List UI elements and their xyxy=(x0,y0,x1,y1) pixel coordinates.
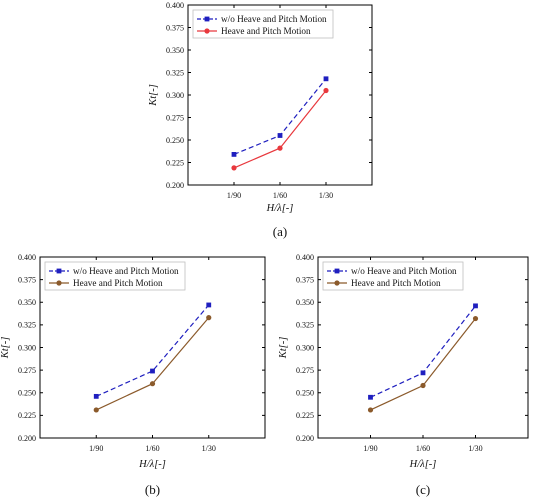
panel-c-series-2-point xyxy=(472,315,479,322)
panel-a-y-axis-label: Kt[-] xyxy=(148,84,159,107)
panel-c-y-tick-label: 0.400 xyxy=(296,253,314,262)
panel-b-legend-marker-1 xyxy=(56,268,62,274)
panel-a-y-tick-label: 0.200 xyxy=(166,181,184,190)
panel-c-y-tick-label: 0.225 xyxy=(296,411,314,420)
panel-a-series-2-point xyxy=(231,165,237,171)
panel-c-x-tick-label: 1/90 xyxy=(363,444,377,453)
panel-b-y-tick-label: 0.375 xyxy=(18,275,36,284)
panel-b-legend-box xyxy=(44,261,186,291)
panel-a-x-axis-label: H/λ[-] xyxy=(266,203,294,214)
panel-a-series-2-point xyxy=(323,87,329,94)
panel-c: 0.200 0.225 0.250 0.275 0.300 0.325 0.350 0.375… xyxy=(278,253,529,497)
panel-b-series-line-1 xyxy=(96,304,210,397)
panel-b-y-tick-label: 0.275 xyxy=(18,366,36,375)
panel-a-series-1-point xyxy=(277,133,283,138)
panel-c-y-tick-label: 0.300 xyxy=(296,343,314,352)
panel-b-series-1-point xyxy=(206,302,212,308)
panel-c-legend-label-1: w/o Heave and Pitch Motion xyxy=(351,266,457,276)
panel-c-x-tick-label: 1/30 xyxy=(468,444,482,453)
panel-b-x-axis-label: H/λ[-] xyxy=(138,459,166,470)
panel-a-x-tick-label: 1/30 xyxy=(319,191,333,200)
panel-c-y-tick-label: 0.375 xyxy=(296,275,314,284)
panel-a-legend-marker-1 xyxy=(204,16,210,22)
panel-b-y-tick-label: 0.350 xyxy=(18,298,36,307)
panel-a-y-tick-label: 0.300 xyxy=(166,91,184,100)
panel-c-series-1-point xyxy=(420,370,426,376)
panel-b-y-axis-label: Kt[-] xyxy=(0,337,11,360)
panel-b-y-tick-label: 0.300 xyxy=(18,343,36,352)
panel-a-x-tick-label: 1/60 xyxy=(273,191,287,200)
panel-c-y-tick-label: 0.275 xyxy=(296,366,314,375)
panel-a-legend-marker-2 xyxy=(204,28,210,34)
panel-a: 0.200 0.225 0.250 0.275 0.300 0.325 0.350 0.375… xyxy=(148,1,373,239)
panel-b-series-line-2 xyxy=(95,317,210,411)
panel-b-series-2-point xyxy=(93,407,99,413)
panel-c-series-2-point xyxy=(367,407,374,413)
panel-c-caption-label: (c) xyxy=(416,482,430,497)
panel-a-legend-box xyxy=(192,9,334,39)
panel-b-series-2-point xyxy=(206,315,212,321)
panel-a-x-tick-label: 1/90 xyxy=(227,191,241,200)
panel-a-y-tick-label: 0.350 xyxy=(166,46,184,55)
panel-c-legend-label-2: Heave and Pitch Motion xyxy=(351,278,441,288)
panel-b-y-tick-label: 0.400 xyxy=(18,253,36,262)
panel-c-legend-marker-2 xyxy=(334,280,340,286)
panel-b-x-tick-label: 1/60 xyxy=(145,444,159,453)
panel-a-y-tick-label: 0.250 xyxy=(166,136,184,145)
panel-a-series-line-2 xyxy=(233,90,327,169)
panel-b-y-tick-label: 0.200 xyxy=(18,434,36,443)
panel-b-y-tick-label: 0.225 xyxy=(18,411,36,420)
panel-b-caption-label: (b) xyxy=(145,482,160,497)
panel-b-series-1-point xyxy=(93,393,99,399)
panel-a-y-tick-label: 0.375 xyxy=(166,23,184,32)
panel-a-y-tick-label: 0.275 xyxy=(166,113,184,122)
panel-a-y-tick-label: 0.225 xyxy=(166,158,184,167)
panel-c-y-axis-label: Kt[-] xyxy=(278,337,289,360)
panel-b-series-2-point xyxy=(149,381,156,387)
panel-c-x-axis-label: H/λ[-] xyxy=(409,459,437,470)
panel-a-series-line-1 xyxy=(233,78,327,155)
panel-c-y-tick-label: 0.250 xyxy=(296,389,314,398)
panel-b-x-tick-label: 1/30 xyxy=(202,444,216,453)
panel-a-series-1-point xyxy=(231,152,237,157)
panel-c-y-tick-label: 0.350 xyxy=(296,298,314,307)
panel-a-caption-label: (a) xyxy=(273,224,287,239)
panel-c-series-line-2 xyxy=(370,318,476,411)
panel-a-legend-label-2: Heave and Pitch Motion xyxy=(221,26,311,36)
panel-c-legend-marker-1 xyxy=(334,268,340,274)
panel-a-legend-label-1: w/o Heave and Pitch Motion xyxy=(221,14,327,24)
panel-c-legend-box xyxy=(322,261,464,291)
panel-c-y-tick-label: 0.200 xyxy=(296,434,314,443)
panel-b-legend-label-2: Heave and Pitch Motion xyxy=(73,278,163,288)
panel-b-x-tick-label: 1/90 xyxy=(89,444,103,453)
panel-c-y-tick-label: 0.325 xyxy=(296,321,314,330)
panel-b-legend-label-1: w/o Heave and Pitch Motion xyxy=(73,266,179,276)
panel-b-y-tick-label: 0.250 xyxy=(18,389,36,398)
panel-a-y-tick-label: 0.325 xyxy=(166,68,184,77)
panel-a-series-1-point xyxy=(323,76,329,82)
panel-c-series-2-point xyxy=(420,382,426,389)
panel-b-y-tick-label: 0.325 xyxy=(18,321,36,330)
panel-b: 0.200 0.225 0.250 0.275 0.300 0.325 0.350 0.375… xyxy=(0,253,266,497)
panel-b-legend-marker-2 xyxy=(56,280,62,286)
panel-a-y-tick-label: 0.400 xyxy=(166,1,184,10)
panel-b-series-1-point xyxy=(150,368,155,374)
panel-c-series-1-point xyxy=(473,303,478,309)
panel-c-x-tick-label: 1/60 xyxy=(416,444,430,453)
panel-a-series-2-point xyxy=(277,145,283,151)
panel-c-series-1-point xyxy=(368,394,373,400)
